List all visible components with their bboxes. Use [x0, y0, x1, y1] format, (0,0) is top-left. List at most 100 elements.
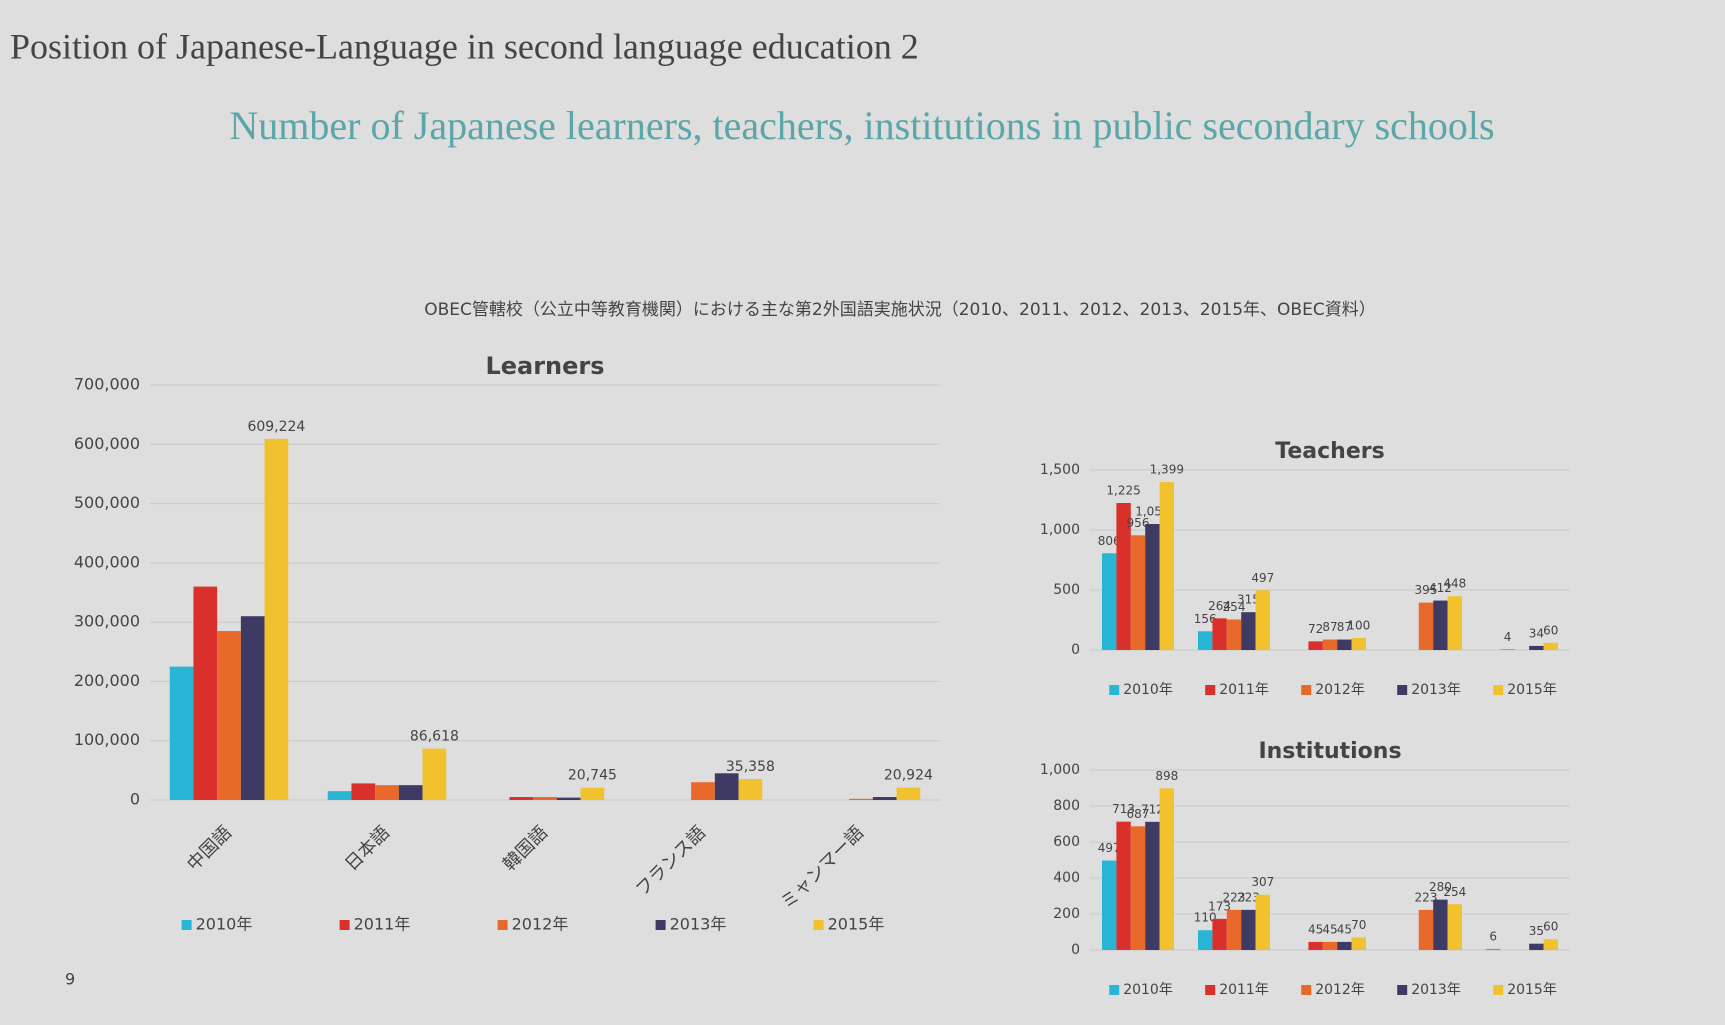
bar [1448, 596, 1462, 650]
legend-swatch [1301, 985, 1311, 995]
legend-label: 2010年 [1123, 682, 1173, 698]
legend-label: 2012年 [512, 915, 569, 934]
bar [423, 749, 447, 800]
bar [509, 797, 533, 800]
bar [1337, 942, 1351, 950]
bar [1212, 919, 1226, 950]
legend-swatch [1301, 685, 1311, 695]
data-label: 34 [1529, 626, 1544, 640]
bar [1227, 910, 1241, 950]
legend-label: 2013年 [670, 915, 727, 934]
legend-swatch [814, 920, 824, 930]
legend-swatch [1109, 685, 1119, 695]
y-tick-label: 400,000 [74, 552, 140, 571]
bar [1529, 944, 1543, 950]
bar [1131, 535, 1145, 650]
data-label: 87 [1322, 620, 1337, 634]
data-label: 1,225 [1106, 484, 1140, 498]
bar [1102, 553, 1116, 650]
data-label: 20,924 [884, 768, 933, 784]
y-tick-label: 0 [1071, 942, 1080, 958]
bar [265, 439, 289, 800]
data-label: 45 [1322, 922, 1337, 936]
data-label: 35 [1529, 924, 1544, 938]
bar [399, 785, 423, 800]
y-tick-label: 1,000 [1040, 762, 1080, 778]
legend-swatch [1493, 985, 1503, 995]
bar [1419, 910, 1433, 950]
y-tick-label: 600 [1053, 834, 1080, 850]
bar [691, 782, 715, 800]
data-label: 72 [1308, 622, 1323, 636]
bar [375, 785, 399, 800]
bar [739, 779, 763, 800]
bar [351, 783, 375, 800]
slide-background [0, 0, 1725, 1025]
legend-label: 2011年 [1219, 982, 1269, 998]
y-tick-label: 1,500 [1040, 462, 1080, 478]
bar [1544, 643, 1558, 650]
y-tick-label: 1,000 [1040, 522, 1080, 538]
data-label: 70 [1351, 918, 1366, 932]
bar [1448, 904, 1462, 950]
legend-swatch [182, 920, 192, 930]
data-label: 609,224 [247, 419, 305, 435]
data-label: 448 [1443, 577, 1466, 591]
data-label: 307 [1251, 875, 1274, 889]
bar [1433, 601, 1447, 650]
legend-swatch [340, 920, 350, 930]
bar [1308, 942, 1322, 950]
bar [897, 788, 921, 800]
data-label: 35,358 [726, 759, 775, 775]
chart-title: Learners [485, 352, 604, 380]
bar [328, 791, 352, 800]
legend-swatch [1205, 685, 1215, 695]
bar [1131, 826, 1145, 950]
data-label: 1,399 [1150, 463, 1184, 477]
bar [1486, 949, 1500, 950]
legend-label: 2013年 [1411, 682, 1461, 698]
bar [1241, 910, 1255, 950]
bar [1145, 524, 1159, 650]
bar [1352, 937, 1366, 950]
y-tick-label: 500 [1053, 582, 1080, 598]
y-tick-label: 800 [1053, 798, 1080, 814]
slide-heading: Position of Japanese-Language in second … [10, 26, 919, 66]
page: Position of Japanese-Language in second … [0, 0, 1725, 1025]
bar [241, 616, 265, 800]
bar [849, 799, 873, 800]
data-label: 86,618 [410, 729, 459, 745]
bar [1256, 590, 1270, 650]
legend-label: 2012年 [1315, 682, 1365, 698]
y-tick-label: 500,000 [74, 493, 140, 512]
bar [1433, 900, 1447, 950]
bar [1241, 612, 1255, 650]
bar [1212, 618, 1226, 650]
bar [193, 587, 217, 800]
bar [581, 788, 605, 800]
y-tick-label: 200 [1053, 906, 1080, 922]
bar [533, 797, 557, 800]
data-label: 20,745 [568, 768, 617, 784]
bar [873, 797, 897, 800]
bar [1419, 603, 1433, 650]
data-label: 45 [1337, 922, 1352, 936]
bar [1323, 942, 1337, 950]
bar [1544, 939, 1558, 950]
bar [1323, 640, 1337, 650]
legend-swatch [1205, 985, 1215, 995]
data-label: 898 [1155, 769, 1178, 783]
bar [1102, 861, 1116, 950]
page-number: 9 [65, 970, 75, 989]
legend-swatch [1397, 985, 1407, 995]
legend-label: 2015年 [1507, 682, 1557, 698]
bar [557, 798, 581, 800]
bar [1337, 640, 1351, 650]
bar [1308, 641, 1322, 650]
y-tick-label: 100,000 [74, 730, 140, 749]
data-label: 60 [1543, 623, 1558, 637]
data-label: 6 [1489, 929, 1497, 943]
y-tick-label: 700,000 [74, 375, 140, 394]
y-tick-label: 200,000 [74, 671, 140, 690]
y-tick-label: 600,000 [74, 434, 140, 453]
